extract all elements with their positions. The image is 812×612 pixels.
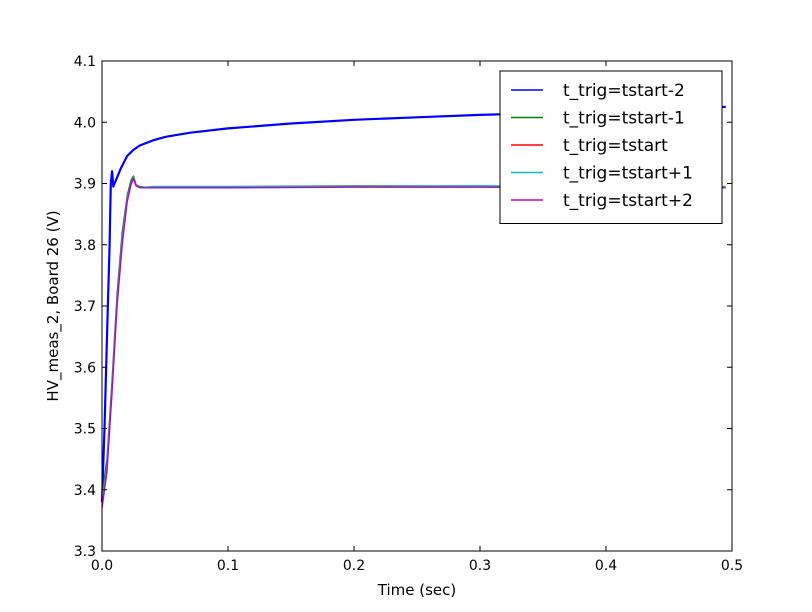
legend-box	[499, 70, 723, 224]
legend-label-5: t_trig=tstart+2	[563, 191, 693, 211]
x-tick-label: 0.0	[91, 558, 113, 574]
series-line-5	[101, 177, 726, 509]
x-tick-label: 0.3	[469, 558, 491, 574]
x-axis-label: Time (sec)	[377, 581, 456, 599]
y-tick-label: 4.1	[74, 54, 96, 70]
legend-label-2: t_trig=tstart-1	[563, 109, 685, 129]
legend: t_trig=tstart-2 t_trig=tstart-1 t_trig=tst…	[499, 70, 723, 224]
y-tick-label: 3.6	[74, 360, 96, 376]
y-tick-label: 3.4	[74, 483, 96, 499]
x-tick-label: 0.4	[595, 558, 617, 574]
y-tick-label: 3.7	[74, 299, 96, 315]
x-tick-label: 0.2	[343, 558, 365, 574]
legend-label-4: t_trig=tstart+1	[563, 164, 693, 184]
series-line-1	[100, 105, 726, 503]
legend-label-1: t_trig=tstart-2	[563, 81, 685, 101]
ticks-layer	[101, 60, 733, 552]
y-tick-label: 3.8	[74, 238, 96, 254]
x-tick-label: 0.5	[721, 558, 743, 574]
x-tick-label: 0.1	[217, 558, 239, 574]
legend-label-3: t_trig=tstart	[563, 136, 668, 156]
y-axis-label: HV_meas_2, Board 26 (V)	[44, 210, 63, 401]
y-tick-label: 3.9	[74, 177, 96, 193]
labels-layer: 0.0 0.1 0.2 0.3 0.4 0.5 3.3 3.4 3.5 3.6 3.7 3.8 3.9 4…	[44, 54, 743, 599]
y-tick-label: 3.5	[74, 422, 96, 438]
y-tick-label: 4.0	[74, 115, 96, 131]
series-layer	[100, 105, 726, 509]
y-tick-label: 3.3	[74, 544, 96, 560]
